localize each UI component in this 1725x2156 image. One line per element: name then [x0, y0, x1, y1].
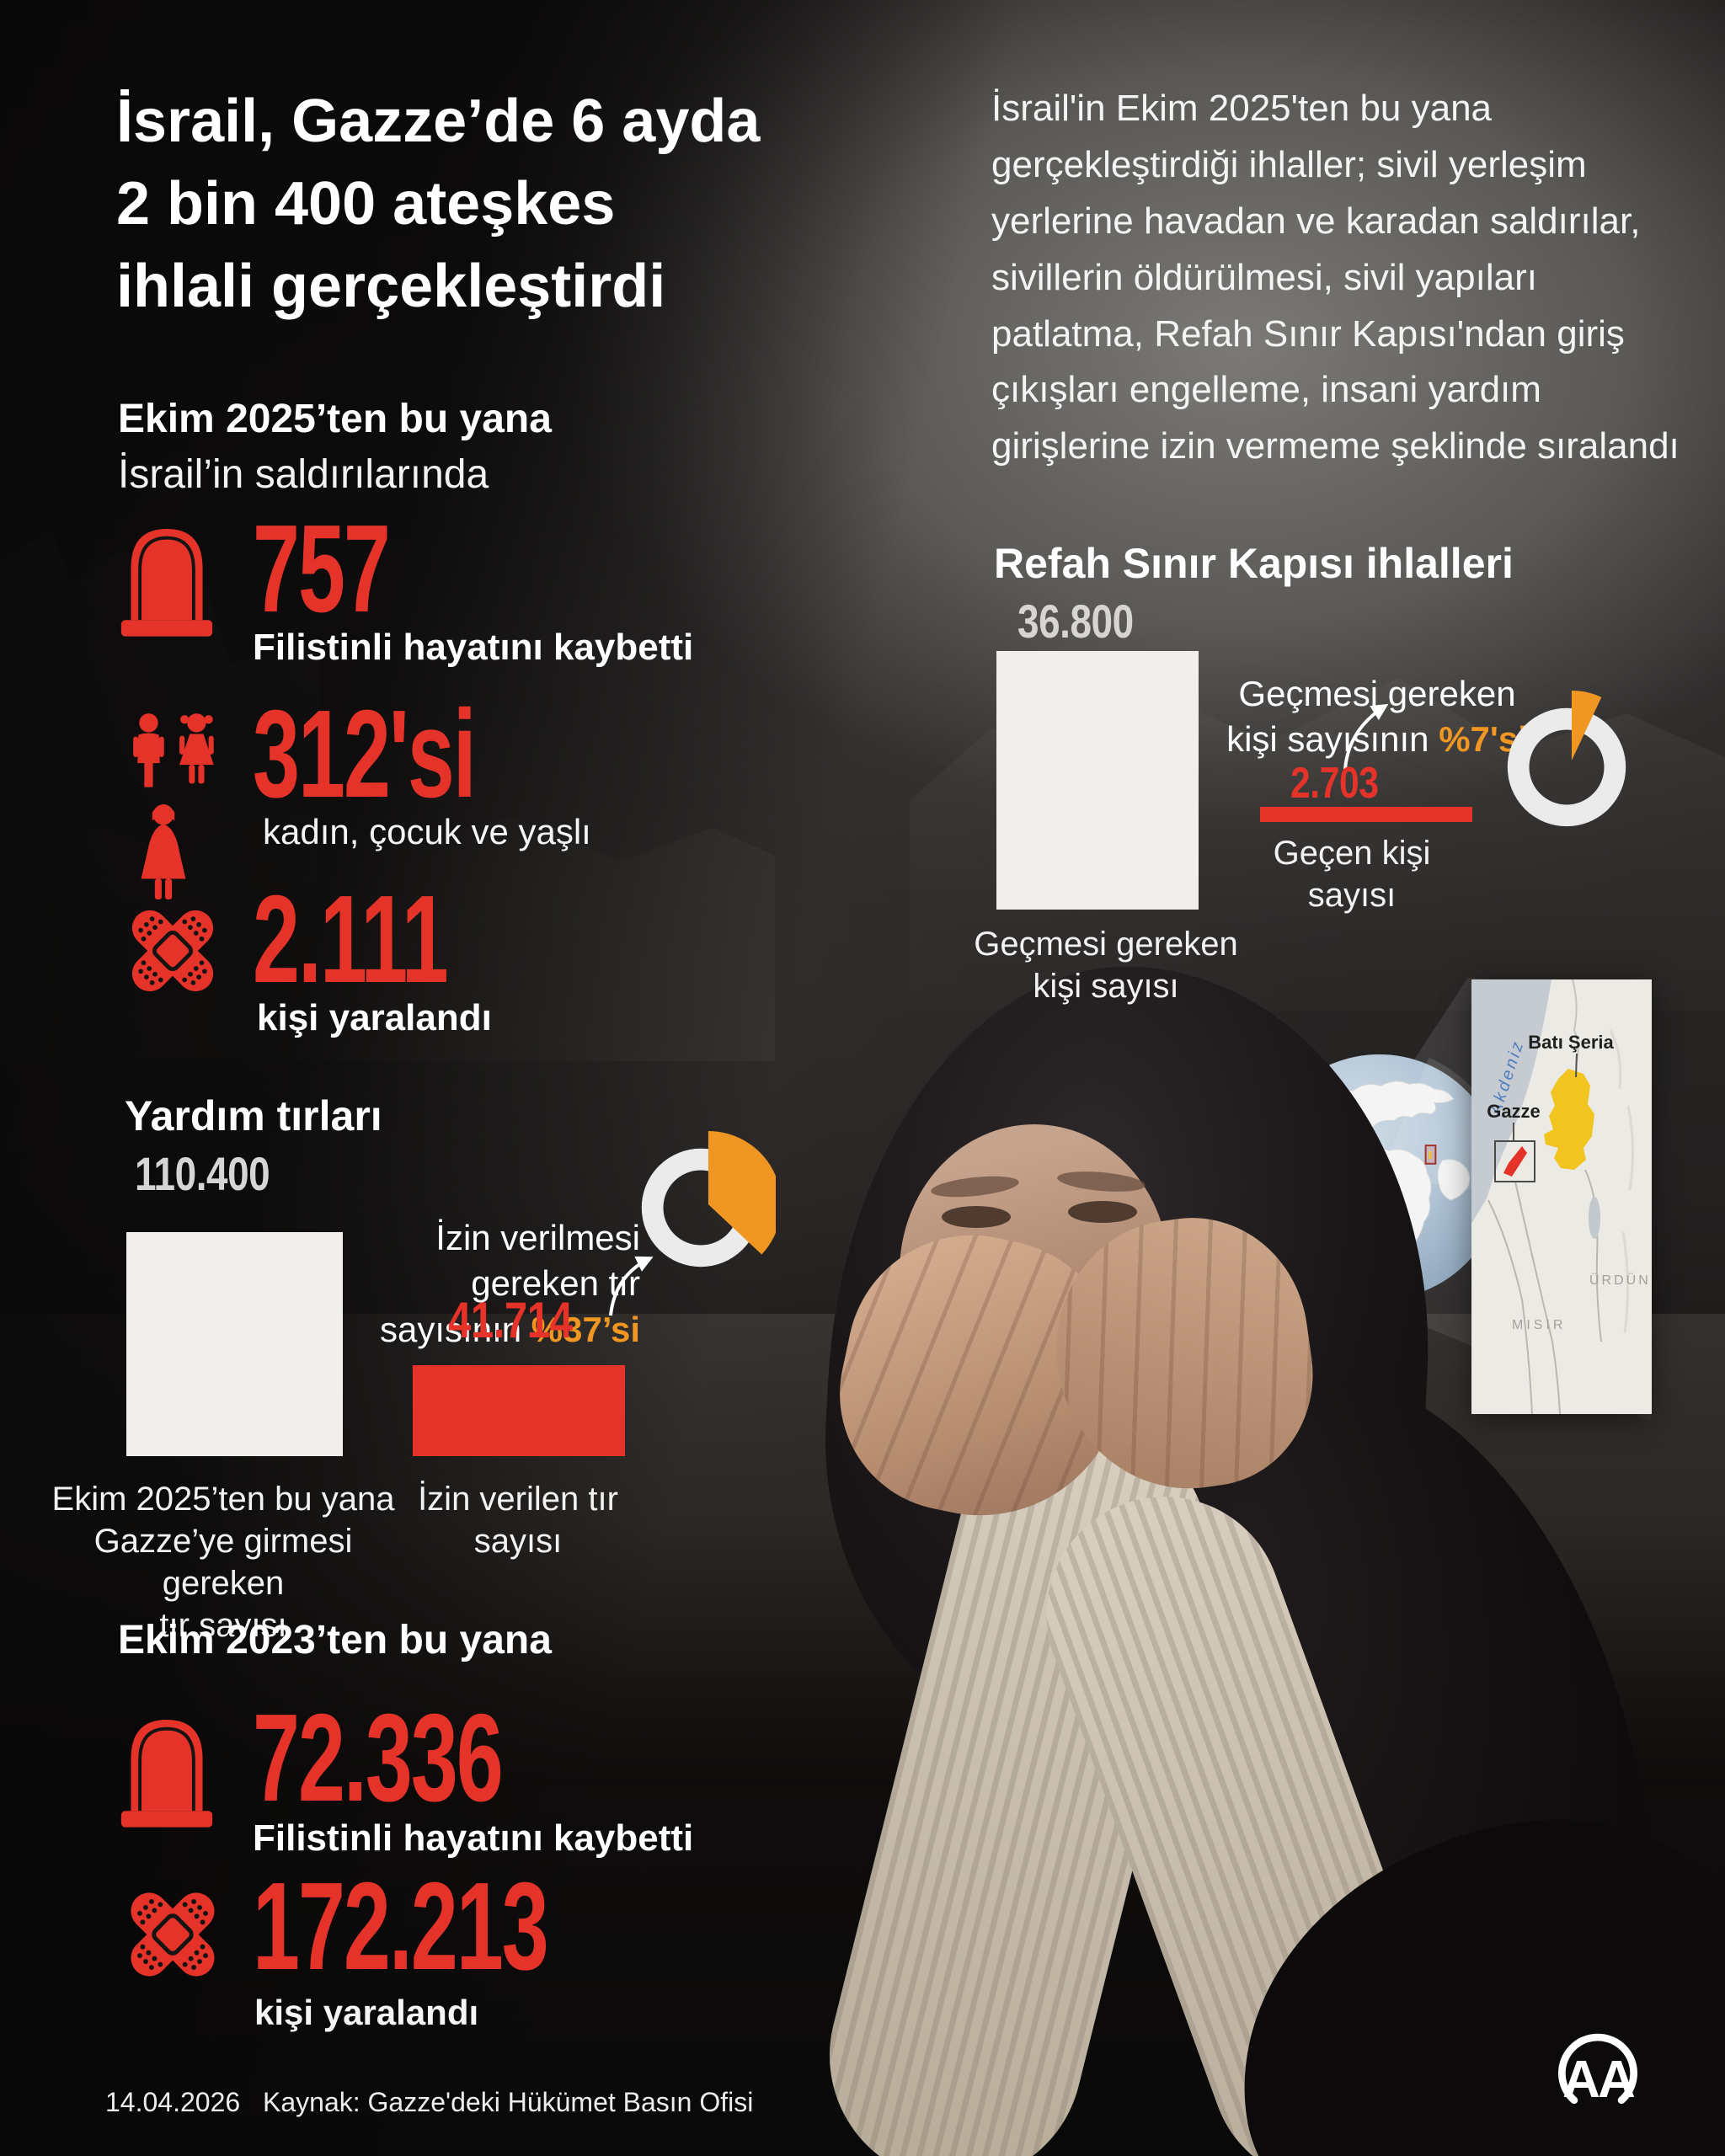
section-heading-oct2025-regular: İsrail’in saldırılarında	[118, 452, 489, 497]
aa-logo-text: AA	[1562, 2051, 1635, 2109]
stat-label-injured-2025: kişi yaralandı	[257, 997, 492, 1038]
publish-date: 14.04.2026	[105, 2087, 241, 2117]
stat-value-deaths-2023: 72.336	[253, 1689, 504, 1828]
map-jordan-label: ÜRDÜN	[1589, 1273, 1651, 1288]
tombstone-icon	[120, 1720, 213, 1828]
eye-shape	[942, 1206, 1011, 1228]
map-gaza-label: Gazze	[1487, 1101, 1541, 1122]
rafah-crossed-value: 2.703	[1290, 759, 1379, 808]
section-heading-oct2023: Ekim 2023’ten bu yana	[118, 1618, 552, 1662]
rafah-share-note: Geçmesi gereken kişi sayısının %7'si	[1221, 625, 1533, 763]
rafah-expected-bar	[996, 651, 1199, 910]
aid-donut-chart	[641, 1131, 776, 1267]
stat-label-deaths-2025: Filistinli hayatını kaybetti	[253, 627, 694, 668]
aid-allowed-label: İzin verilen tır sayısı	[418, 1481, 618, 1560]
stat-label-injured-2023: kişi yaralandı	[254, 1993, 479, 2032]
map-gaza-box	[1494, 1140, 1535, 1182]
rafah-share-text: Geçmesi gereken kişi sayısının	[1226, 673, 1516, 760]
curved-arrow-icon	[609, 1256, 654, 1316]
aid-share-note: İzin verilmesi gereken tır sayısının %37…	[371, 1169, 640, 1353]
intro-paragraph: İsrail'in Ekim 2025'ten bu yana gerçekle…	[991, 88, 1680, 467]
stat-value-deaths-2025: 757	[253, 499, 391, 638]
aid-required-bar	[126, 1232, 343, 1456]
bandage-icon	[131, 1892, 215, 1977]
aid-share-pct: %37’si	[531, 1309, 640, 1349]
source-credit: Kaynak: Gazze'deki Hükümet Basın Ofisi	[263, 2087, 754, 2117]
rafah-expected-value: 36.800	[1017, 595, 1134, 648]
children-icon	[133, 713, 214, 787]
section-heading-oct2025-bold: Ekim 2025’ten bu yana	[118, 397, 552, 441]
stat-value-injured-2023: 172.213	[253, 1857, 549, 1996]
stat-value-women-children: 312'si	[253, 685, 477, 824]
rafah-heading: Refah Sınır Kapısı ihlalleri	[994, 540, 1514, 587]
rafah-crossed-bar	[1260, 807, 1472, 822]
rafah-expected-label: Geçmesi gereken kişi sayısı	[974, 926, 1238, 1005]
map-dead-sea	[1589, 1197, 1600, 1239]
map-west-bank-label: Batı Şeria	[1528, 1032, 1614, 1053]
map-egypt-label: MISIR	[1512, 1318, 1566, 1332]
rafah-donut-chart	[1507, 691, 1626, 827]
aid-required-value: 110.400	[135, 1147, 270, 1200]
map-gaza-shape	[1503, 1146, 1527, 1177]
aid-heading: Yardım tırları	[125, 1092, 382, 1139]
aid-allowed-value: 41.714	[448, 1292, 573, 1348]
rafah-crossed-label: Geçen kişi sayısı	[1273, 835, 1431, 914]
aid-required-label: Ekim 2025’ten bu yana Gazze’ye girmesi g…	[51, 1481, 395, 1644]
aid-allowed-bar	[413, 1365, 625, 1456]
stat-value-injured-2025: 2.111	[253, 870, 449, 1009]
location-map: Akdeniz Batı Şeria Gazze MISIR ÜRDÜN	[1471, 979, 1652, 1414]
eye-shape	[1068, 1201, 1137, 1223]
woman-icon	[141, 804, 186, 899]
stat-label-women-children: kadın, çocuk ve yaşlı	[263, 812, 591, 851]
bandage-icon	[131, 910, 214, 992]
stat-label-deaths-2023: Filistinli hayatını kaybetti	[253, 1817, 694, 1859]
map-sea	[1471, 979, 1551, 1224]
aa-logo: AA	[1558, 2033, 1637, 2109]
map-west-bank-shape	[1544, 1069, 1594, 1170]
headline: İsrail, Gazze’de 6 ayda 2 bin 400 ateşke…	[116, 88, 761, 320]
aid-share-text: İzin verilmesi gereken tır sayısının	[380, 1217, 640, 1349]
curved-arrow-icon	[1343, 703, 1389, 770]
tombstone-icon	[120, 529, 213, 637]
